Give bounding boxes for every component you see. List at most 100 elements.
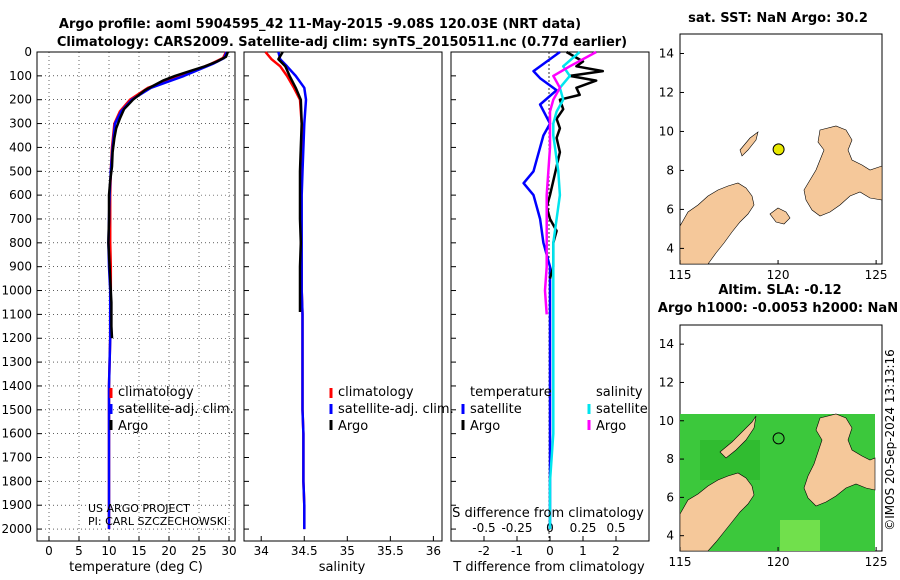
depth-tick-label: 1200 — [1, 331, 32, 345]
secondary-x-tick-label: -0.25 — [501, 521, 532, 535]
depth-tick-label: 1600 — [1, 427, 32, 441]
x-tick-label: -2 — [478, 544, 490, 558]
series-line-salinity-argo — [543, 50, 597, 315]
legend-s-argo: Argo — [596, 419, 626, 434]
legend-satellite-2: satellite-adj. clim. — [338, 402, 454, 417]
credit-project: US ARGO PROJECT — [88, 502, 190, 515]
secondary-x-tick-label: -0.5 — [472, 521, 495, 535]
sst-land-island — [739, 131, 759, 157]
difference-legend: temperature salinity satellite Argo sate… — [461, 385, 648, 434]
legend-argo-2: Argo — [338, 419, 368, 434]
depth-tick-label: 1500 — [1, 403, 32, 417]
sst-map-land — [679, 125, 883, 265]
depth-tick-label: 0 — [24, 45, 32, 59]
figure-title-line2: Climatology: CARS2009. Satellite-adj cli… — [57, 35, 627, 50]
x-tick-label: 36 — [426, 544, 441, 558]
map-x-tick-label: 120 — [767, 268, 790, 282]
credit-pi: PI: CARL SZCZECHOWSKI — [88, 515, 227, 528]
salinity-series — [264, 51, 308, 530]
temperature-axes — [36, 51, 236, 542]
map-x-tick-label: 125 — [865, 555, 888, 569]
sst-map-ticks: 115 120 125 4 6 8 10 12 14 — [659, 46, 888, 282]
legend-argo: Argo — [118, 419, 148, 434]
difference-panel: -2 -1 0 1 2-0.5 -0.25 0 0.25 0.5 T difference fr… — [450, 50, 650, 575]
sla-map-title-line2: Argo h1000: -0.0053 h2000: NaN — [658, 301, 898, 316]
temperature-panel: 0100200300400500600700800900100011001200… — [1, 45, 236, 575]
figure-title-line1: Argo profile: aoml 5904595_42 11-May-201… — [59, 17, 581, 32]
depth-tick-label: 700 — [9, 212, 32, 226]
map-y-tick-label: 10 — [659, 414, 674, 428]
map-y-tick-label: 8 — [666, 163, 674, 177]
sla-float-marker — [772, 432, 785, 445]
series-line-temperature-satellite — [522, 50, 561, 530]
sla-map-ticks: 115 120 125 4 6 8 10 12 14 — [659, 337, 888, 569]
series-line-satellite — [107, 51, 228, 530]
x-tick-label: -1 — [511, 544, 523, 558]
legend-satellite: satellite-adj. clim. — [118, 402, 234, 417]
legend-climatology: climatology — [118, 385, 194, 400]
temperature-legend: climatology satellite-adj. clim. Argo — [109, 385, 234, 434]
depth-tick-label: 800 — [9, 236, 32, 250]
x-tick-label: 1 — [579, 544, 587, 558]
map-y-tick-label: 4 — [666, 241, 674, 255]
sla-land-west — [679, 472, 755, 552]
series-line-climatology — [264, 51, 306, 530]
map-x-tick-label: 115 — [669, 555, 692, 569]
map-x-tick-label: 125 — [865, 268, 888, 282]
legend-temperature-header: temperature — [470, 385, 552, 400]
depth-tick-label: 2000 — [1, 522, 32, 536]
sla-map-title-line1: Altim. SLA: -0.12 — [718, 283, 841, 298]
series-line-argo — [277, 51, 303, 312]
legend-salinity-header: salinity — [596, 385, 643, 400]
series-line-temperature-argo — [545, 50, 605, 279]
temperature-grid — [37, 51, 235, 541]
map-y-tick-label: 10 — [659, 124, 674, 138]
depth-tick-label: 1100 — [1, 307, 32, 321]
temperature-series — [107, 51, 229, 530]
x-tick-label: 0 — [45, 544, 53, 558]
sst-float-marker — [772, 143, 785, 156]
depth-tick-label: 1400 — [1, 379, 32, 393]
difference-xlabel: T difference from climatology — [452, 560, 645, 575]
salinity-ticks: 34 34.5 35 35.5 36 — [244, 51, 441, 558]
depth-tick-label: 600 — [9, 188, 32, 202]
map-x-tick-label: 115 — [669, 268, 692, 282]
x-tick-label: 10 — [101, 544, 116, 558]
map-y-tick-label: 4 — [666, 529, 674, 543]
x-tick-label: 35.5 — [377, 544, 404, 558]
legend-climatology-2: climatology — [338, 385, 414, 400]
depth-tick-label: 100 — [9, 69, 32, 83]
x-tick-label: 0 — [546, 544, 554, 558]
x-tick-label: 34.5 — [291, 544, 318, 558]
map-y-tick-label: 12 — [659, 375, 674, 389]
depth-tick-label: 200 — [9, 93, 32, 107]
sst-land-east — [803, 125, 883, 217]
x-tick-label: 30 — [221, 544, 236, 558]
salinity-legend: climatology satellite-adj. clim. Argo — [329, 385, 454, 434]
secondary-x-tick-label: 0.5 — [606, 521, 625, 535]
difference-ticks: -2 -1 0 1 2-0.5 -0.25 0 0.25 0.5 — [451, 51, 626, 558]
legend-t-argo: Argo — [470, 419, 500, 434]
map-y-tick-label: 8 — [666, 452, 674, 466]
secondary-x-tick-label: 0.25 — [570, 521, 597, 535]
depth-tick-label: 1900 — [1, 498, 32, 512]
map-x-tick-label: 120 — [767, 555, 790, 569]
x-tick-label: 34 — [254, 544, 269, 558]
map-y-tick-label: 14 — [659, 337, 674, 351]
series-line-climatology — [107, 51, 228, 530]
salinity-xlabel: salinity — [319, 560, 366, 575]
x-tick-label: 15 — [131, 544, 146, 558]
sst-land-small — [769, 207, 791, 225]
x-tick-label: 25 — [191, 544, 206, 558]
depth-tick-label: 900 — [9, 260, 32, 274]
depth-tick-label: 400 — [9, 140, 32, 154]
sla-land-east — [803, 413, 876, 507]
series-line-salinity-satellite — [548, 51, 581, 530]
legend-t-satellite: satellite — [470, 402, 522, 417]
sst-land-mindanao-west — [679, 182, 755, 265]
salinity-axes — [243, 51, 443, 542]
map-y-tick-label: 6 — [666, 202, 674, 216]
depth-tick-label: 1800 — [1, 474, 32, 488]
depth-tick-label: 1300 — [1, 355, 32, 369]
x-tick-label: 35 — [340, 544, 355, 558]
